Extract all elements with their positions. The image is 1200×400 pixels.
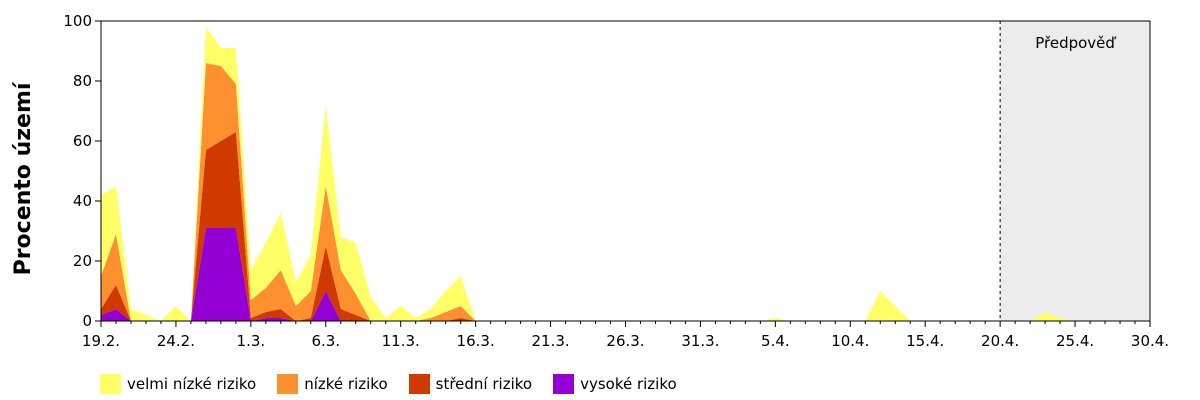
legend-item: střední riziko bbox=[408, 374, 533, 394]
y-tick-label: 100 bbox=[63, 12, 92, 30]
legend-swatch bbox=[408, 374, 430, 394]
x-tick-label: 31.3. bbox=[681, 332, 719, 350]
legend-label: střední riziko bbox=[435, 375, 533, 393]
legend-swatch bbox=[277, 374, 299, 394]
y-axis: 0 20 40 60 80 100 bbox=[63, 12, 101, 330]
area-series-3 bbox=[101, 27, 1150, 321]
legend-swatch bbox=[553, 374, 575, 394]
x-tick-label: 15.4. bbox=[906, 332, 944, 350]
legend-item: vysoké riziko bbox=[553, 374, 677, 394]
area-series-2 bbox=[101, 63, 1150, 321]
series-areas bbox=[101, 27, 1150, 321]
x-axis: 19.2. 24.2. 1.3. 6.3. 11.3. 16.3. 21.3. 26.3. 31… bbox=[82, 321, 1169, 350]
forecast-region bbox=[1000, 21, 1150, 321]
y-tick-label: 40 bbox=[73, 192, 92, 210]
x-tick-label: 6.3. bbox=[311, 332, 340, 350]
x-tick-label: 20.4. bbox=[981, 332, 1019, 350]
x-tick-label: 1.3. bbox=[237, 332, 266, 350]
x-tick-label: 25.4. bbox=[1056, 332, 1094, 350]
legend-label: velmi nízké riziko bbox=[127, 375, 257, 393]
y-axis-title: Procento území bbox=[11, 81, 36, 275]
x-tick-label: 5.4. bbox=[761, 332, 790, 350]
legend-label: vysoké riziko bbox=[580, 375, 677, 393]
forecast-label: Předpověď bbox=[1035, 34, 1116, 52]
x-tick-label: 26.3. bbox=[606, 332, 644, 350]
legend-item: nízké riziko bbox=[277, 374, 388, 394]
area-series-1 bbox=[101, 132, 1150, 321]
y-tick-label: 80 bbox=[73, 72, 92, 90]
y-tick-label: 0 bbox=[82, 312, 92, 330]
y-tick-label: 60 bbox=[73, 132, 92, 150]
x-tick-label: 30.4. bbox=[1131, 332, 1169, 350]
x-tick-label: 21.3. bbox=[531, 332, 569, 350]
x-tick-label: 10.4. bbox=[831, 332, 869, 350]
legend-item: velmi nízké riziko bbox=[100, 374, 256, 394]
x-tick-label: 16.3. bbox=[457, 332, 495, 350]
x-tick-label: 11.3. bbox=[382, 332, 420, 350]
legend-swatch bbox=[100, 374, 121, 394]
legend: velmi nízké riziko nízké riziko střední ri… bbox=[100, 372, 698, 396]
area-series-0 bbox=[101, 228, 1150, 321]
x-tick-label: 24.2. bbox=[157, 332, 195, 350]
legend-label: nízké riziko bbox=[304, 375, 388, 393]
y-tick-label: 20 bbox=[73, 252, 92, 270]
x-tick-label: 19.2. bbox=[82, 332, 120, 350]
